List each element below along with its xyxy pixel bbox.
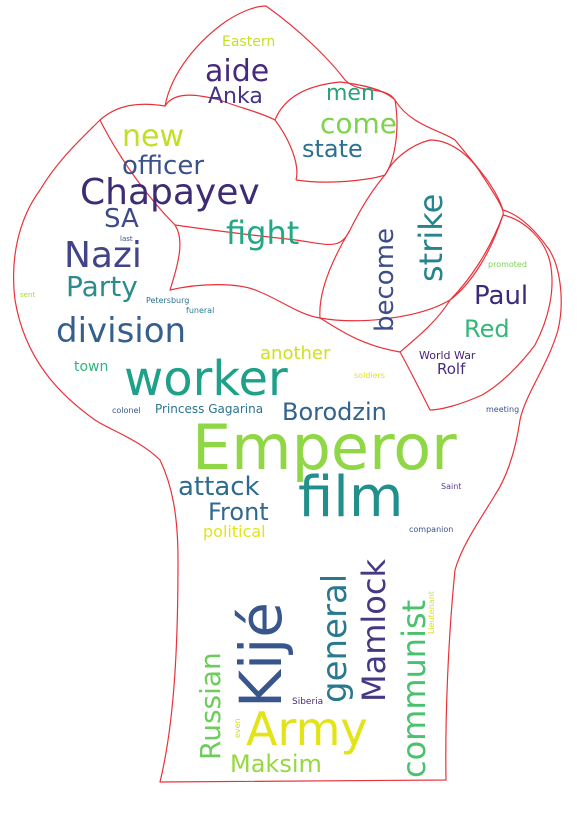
word-state: state bbox=[302, 135, 363, 163]
word-nazi: Nazi bbox=[64, 235, 142, 276]
word-promoted: promoted bbox=[488, 260, 527, 269]
word-even: even bbox=[233, 718, 242, 738]
word-attack: attack bbox=[178, 472, 260, 502]
word-world-war: World War bbox=[419, 349, 476, 362]
word-petersburg: Petersburg bbox=[146, 296, 190, 305]
word-officer: officer bbox=[122, 151, 205, 181]
word-sent: sent bbox=[20, 291, 36, 299]
fist-thumb-outline bbox=[99, 119, 401, 353]
fist-index-finger-outline bbox=[164, 94, 298, 181]
word-soldiers: soldiers bbox=[354, 371, 385, 380]
word-rolf: Rolf bbox=[437, 360, 466, 378]
word-party: Party bbox=[66, 270, 138, 303]
word-sa: SA bbox=[104, 204, 139, 234]
word-army: Army bbox=[246, 702, 368, 756]
word-front: Front bbox=[208, 498, 269, 526]
word-princess-gagarina: Princess Gagarina bbox=[155, 402, 264, 416]
word-strike: strike bbox=[412, 193, 450, 282]
word-maksim: Maksim bbox=[230, 750, 322, 778]
word-meeting: meeting bbox=[486, 405, 520, 414]
fist-knuckle-crease bbox=[174, 224, 351, 246]
word-come: come bbox=[320, 107, 398, 140]
fist-ring-finger-outline bbox=[319, 139, 504, 322]
word-town: town bbox=[74, 359, 109, 375]
word-division: division bbox=[56, 311, 187, 351]
word-paul: Paul bbox=[474, 281, 529, 311]
word-lieutenant: Lieutenant bbox=[427, 591, 436, 634]
word-political: political bbox=[203, 522, 266, 541]
word-red: Red bbox=[464, 315, 510, 343]
word-become: become bbox=[370, 227, 400, 332]
word-aide: aide bbox=[205, 54, 270, 89]
word-russian: Russian bbox=[194, 652, 227, 760]
word-fight: fight bbox=[226, 214, 300, 252]
word-funeral: funeral bbox=[186, 306, 215, 315]
word-film: film bbox=[298, 465, 404, 530]
word-saint: Saint bbox=[441, 482, 462, 491]
fist-middle-finger-outline bbox=[274, 81, 398, 183]
word-last: last bbox=[120, 235, 133, 243]
word-anka: Anka bbox=[208, 84, 263, 109]
word-companion: companion bbox=[409, 525, 454, 534]
word-worker: worker bbox=[124, 351, 288, 407]
word-siberia: Siberia bbox=[292, 697, 324, 707]
word-colonel: colonel bbox=[112, 406, 141, 415]
word-another: another bbox=[260, 343, 331, 364]
word-men: men bbox=[326, 81, 375, 106]
word-new: new bbox=[122, 119, 185, 154]
word-chapayev: Chapayev bbox=[80, 172, 260, 213]
word-emperor: Emperor bbox=[192, 411, 457, 484]
word-kije: Kijé bbox=[227, 602, 295, 708]
word-mamlock: Mamlock bbox=[355, 559, 393, 702]
word-general: general bbox=[315, 573, 355, 703]
word-borodzin: Borodzin bbox=[282, 398, 387, 426]
word-eastern: Eastern bbox=[222, 34, 276, 50]
word-communist: communist bbox=[395, 599, 433, 778]
fist-little-finger-outline bbox=[399, 214, 553, 411]
